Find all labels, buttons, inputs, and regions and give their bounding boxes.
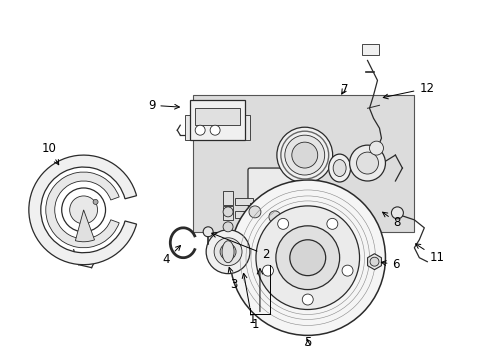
Bar (190, 100, 244, 140)
Text: 3: 3 (228, 267, 238, 291)
Text: 1: 1 (251, 318, 258, 331)
Circle shape (390, 207, 403, 219)
Bar (361, 44, 379, 55)
Bar (235, 211, 252, 218)
Circle shape (369, 257, 378, 266)
Text: 6: 6 (381, 258, 399, 271)
Text: 10: 10 (41, 141, 59, 165)
Ellipse shape (332, 159, 346, 176)
Circle shape (349, 145, 385, 181)
Ellipse shape (222, 241, 234, 263)
Circle shape (285, 135, 324, 175)
Text: 4: 4 (163, 246, 180, 266)
Circle shape (291, 142, 317, 168)
Circle shape (223, 207, 233, 217)
Circle shape (223, 222, 233, 232)
Circle shape (248, 206, 261, 218)
Text: 9: 9 (147, 99, 179, 112)
Wedge shape (75, 210, 94, 242)
Text: 1: 1 (242, 274, 255, 326)
Polygon shape (367, 254, 381, 270)
Wedge shape (46, 172, 119, 248)
Text: 8: 8 (382, 212, 400, 229)
Bar (235, 198, 252, 205)
Circle shape (356, 152, 378, 174)
Bar (193, 95, 413, 232)
Circle shape (276, 127, 332, 183)
Circle shape (210, 125, 220, 135)
Circle shape (342, 265, 352, 276)
Circle shape (326, 219, 337, 229)
Circle shape (203, 227, 213, 237)
Circle shape (214, 238, 242, 266)
Circle shape (262, 265, 273, 276)
Text: 2: 2 (211, 233, 269, 261)
Circle shape (93, 199, 98, 204)
Text: 12: 12 (383, 82, 433, 99)
Ellipse shape (328, 154, 350, 182)
Circle shape (275, 226, 339, 289)
Circle shape (195, 125, 205, 135)
Circle shape (206, 230, 249, 274)
FancyBboxPatch shape (247, 168, 301, 207)
Circle shape (369, 141, 383, 155)
Bar (185, 115, 249, 140)
Bar (269, 208, 279, 230)
Bar (223, 191, 233, 205)
Circle shape (220, 244, 236, 260)
Circle shape (289, 240, 325, 276)
Circle shape (302, 294, 313, 305)
Bar (249, 203, 260, 225)
Circle shape (69, 196, 98, 224)
Bar (195, 108, 240, 125)
Text: 5: 5 (304, 336, 311, 349)
Circle shape (277, 219, 288, 229)
Text: 11: 11 (415, 244, 444, 264)
Circle shape (229, 180, 385, 336)
Bar (223, 206, 233, 220)
Circle shape (255, 206, 359, 310)
Circle shape (268, 211, 280, 223)
Wedge shape (29, 155, 136, 265)
Text: 7: 7 (340, 83, 347, 96)
Circle shape (61, 188, 105, 232)
